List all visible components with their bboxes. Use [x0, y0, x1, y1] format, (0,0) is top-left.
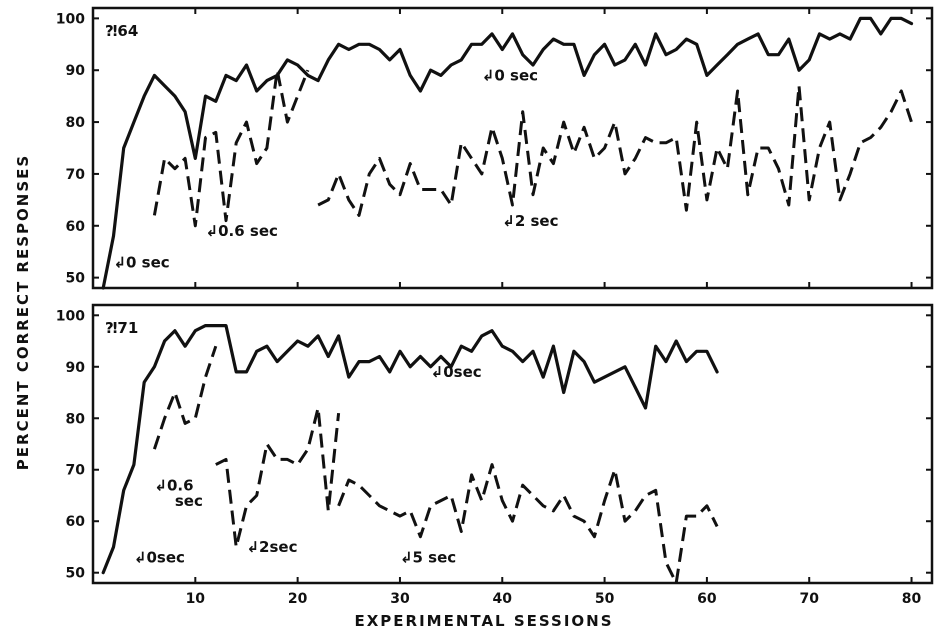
x-axis-title: EXPERIMENTAL SESSIONS [354, 612, 613, 630]
x-tick-label: 20 [288, 591, 308, 607]
y-tick-label: 90 [66, 360, 86, 376]
y-tick-label: 50 [66, 271, 86, 287]
x-tick-label: 60 [697, 591, 717, 607]
y-tick-label: 100 [56, 308, 85, 324]
series-annotation: ↲0 sec [113, 253, 169, 271]
series-line-dashed-3 [215, 406, 341, 549]
series-line-dashed-2 [152, 68, 310, 228]
y-tick-label: 50 [66, 566, 86, 582]
panel-2: 50 60 70 80 90 100 10 20 30 40 50 60 70 80 ⁈71 ↲0sec ↲0.… [56, 303, 934, 607]
y-tick-label: 90 [66, 63, 86, 79]
x-tick-label: 40 [493, 591, 513, 607]
series-annotation: ↲5 sec [400, 548, 456, 566]
y-tick-label: 70 [66, 463, 86, 479]
series-line-dashed-3 [317, 84, 913, 217]
x-tick-label: 80 [902, 591, 922, 607]
series-annotation: ↲0sec [431, 363, 482, 381]
series-line-solid-1 [101, 16, 914, 290]
x-tick-label: 30 [390, 591, 410, 607]
y-tick-label: 80 [66, 115, 86, 131]
series-line-dashed-4 [337, 463, 719, 585]
series-annotation: sec [175, 492, 203, 510]
series-annotation: ↲2 sec [502, 212, 558, 230]
y-tick-label: 60 [66, 219, 86, 235]
y-tick-label: 70 [66, 167, 86, 183]
panels: 50 60 70 80 90 100 ⁈64 ↲0 sec ↲0.6 sec ↲2 sec ↲0 s… [56, 6, 934, 607]
y-axis-title: PERCENT CORRECT RESPONSES [14, 154, 32, 470]
x-tick-label: 70 [799, 591, 819, 607]
series-annotation: ↲0 sec [482, 67, 538, 85]
series-annotation: ↲0.6 [154, 476, 193, 494]
series-annotation: ↲0sec [134, 548, 185, 566]
series-line-dashed-2 [152, 345, 218, 450]
y-tick-label: 80 [66, 411, 86, 427]
panel-id-label: ⁈64 [105, 22, 138, 40]
x-tick-label: 10 [186, 591, 206, 607]
x-tick-label: 50 [595, 591, 615, 607]
panel-frame [91, 303, 934, 585]
series-line-solid-1 [101, 324, 719, 575]
series-annotation: ↲2sec [246, 538, 297, 556]
panel-id-label: ⁈71 [105, 319, 138, 337]
panel-1: 50 60 70 80 90 100 ⁈64 ↲0 sec ↲0.6 sec ↲2 sec ↲0 s… [56, 6, 934, 290]
series-annotation: ↲0.6 sec [206, 222, 278, 240]
panel-frame [91, 6, 934, 290]
y-tick-label: 100 [56, 11, 85, 27]
y-tick-label: 60 [66, 514, 86, 530]
